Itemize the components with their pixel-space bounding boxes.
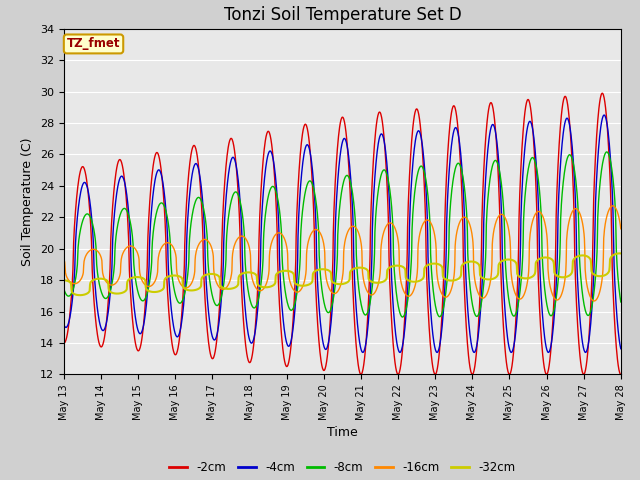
-32cm (308, 279, 316, 285)
-4cm (103, 316, 111, 322)
-16cm (377, 247, 385, 253)
-8cm (318, 286, 326, 291)
X-axis label: Time: Time (327, 426, 358, 439)
-32cm (104, 278, 111, 284)
-32cm (126, 276, 134, 281)
-2cm (598, 90, 606, 96)
-2cm (60, 340, 68, 346)
-16cm (617, 226, 625, 232)
-32cm (616, 251, 623, 256)
-16cm (103, 280, 111, 286)
-2cm (103, 313, 111, 319)
-16cm (590, 298, 598, 304)
-4cm (377, 132, 385, 137)
-16cm (296, 288, 304, 293)
-2cm (296, 152, 304, 157)
-8cm (399, 314, 406, 320)
-8cm (103, 295, 111, 300)
-16cm (126, 243, 134, 249)
-2cm (377, 111, 385, 117)
-32cm (378, 279, 385, 285)
-8cm (126, 216, 134, 222)
Line: -2cm: -2cm (64, 93, 621, 374)
Line: -8cm: -8cm (64, 152, 621, 317)
-32cm (617, 251, 625, 256)
-4cm (296, 188, 304, 193)
Y-axis label: Soil Temperature (C): Soil Temperature (C) (22, 137, 35, 266)
Line: -4cm: -4cm (64, 115, 621, 352)
Legend: -2cm, -4cm, -8cm, -16cm, -32cm: -2cm, -4cm, -8cm, -16cm, -32cm (164, 456, 520, 479)
-32cm (297, 283, 305, 288)
-4cm (308, 161, 316, 167)
Text: TZ_fmet: TZ_fmet (67, 37, 120, 50)
-16cm (308, 230, 316, 236)
-8cm (603, 149, 611, 155)
-32cm (60, 277, 68, 283)
Title: Tonzi Soil Temperature Set D: Tonzi Soil Temperature Set D (223, 6, 461, 24)
-8cm (377, 173, 385, 179)
-2cm (126, 276, 134, 282)
-4cm (582, 349, 589, 355)
-2cm (318, 362, 326, 368)
-4cm (318, 332, 326, 338)
-8cm (308, 180, 316, 186)
-32cm (318, 266, 326, 272)
-2cm (308, 170, 316, 176)
-16cm (609, 203, 616, 209)
-8cm (617, 299, 625, 305)
-4cm (600, 112, 608, 118)
-32cm (76, 292, 84, 298)
-4cm (126, 224, 134, 229)
-16cm (60, 257, 68, 263)
-8cm (60, 287, 68, 292)
-2cm (617, 372, 625, 377)
Line: -32cm: -32cm (64, 253, 621, 295)
-4cm (60, 322, 68, 328)
Line: -16cm: -16cm (64, 206, 621, 301)
-16cm (318, 234, 326, 240)
-4cm (617, 346, 625, 352)
-8cm (296, 254, 304, 260)
